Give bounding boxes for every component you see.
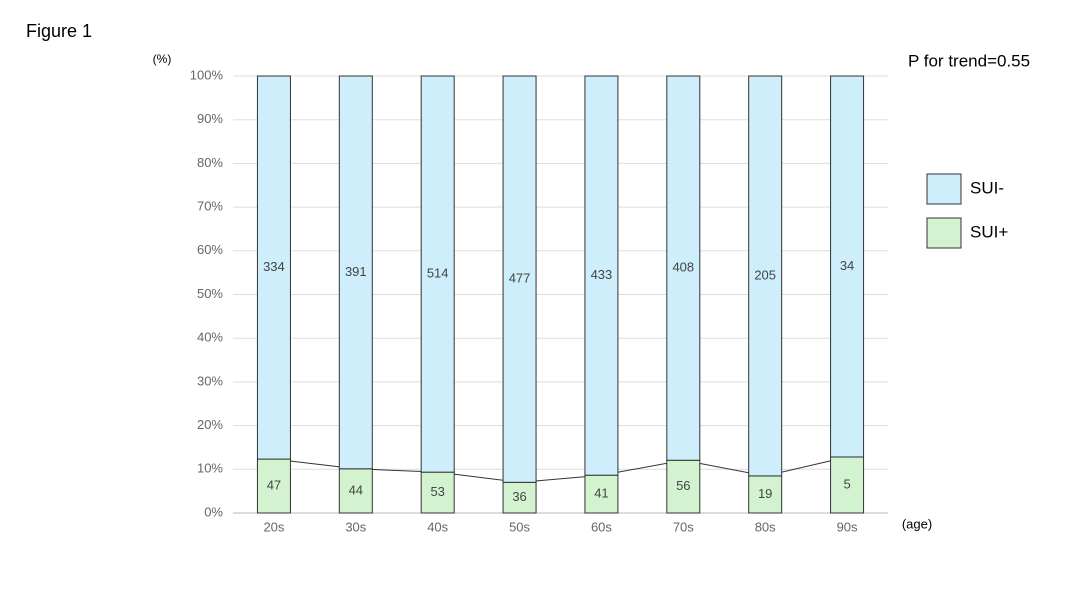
x-tick-label: 90s [837, 519, 858, 534]
data-label: 47 [267, 477, 281, 492]
data-label: 5 [843, 476, 850, 491]
figure-label: Figure 1 [26, 21, 92, 41]
data-label: 34 [840, 258, 854, 273]
x-tick-label: 40s [427, 519, 448, 534]
legend-label: SUI- [970, 178, 1004, 197]
bar-segment [256, 458, 291, 514]
x-tick-label: 50s [509, 519, 530, 534]
data-label: 44 [349, 482, 363, 497]
y-tick-label: 80% [197, 155, 223, 170]
x-tick-label: 30s [345, 519, 366, 534]
data-label: 36 [512, 489, 526, 504]
bar-segment [502, 75, 537, 483]
data-label: 477 [509, 271, 531, 286]
bar-segment [748, 475, 783, 514]
y-tick-label: 40% [197, 330, 223, 345]
x-axis-label: (age) [902, 516, 932, 531]
data-label: 41 [594, 486, 608, 501]
bar-segment [502, 481, 537, 514]
x-tick-label: 60s [591, 519, 612, 534]
data-label: 205 [754, 267, 776, 282]
legend-label: SUI+ [970, 222, 1008, 241]
bar-segment [338, 75, 373, 470]
y-tick-label: 30% [197, 373, 223, 388]
bar-segment [830, 456, 865, 514]
x-tick-label: 70s [673, 519, 694, 534]
bar-segment [748, 75, 783, 477]
x-tick-label: 80s [755, 519, 776, 534]
data-label: 53 [430, 484, 444, 499]
data-label: 408 [672, 260, 694, 275]
data-label: 514 [427, 266, 449, 281]
bar-segment [666, 459, 701, 514]
x-tick-label: 20s [263, 519, 284, 534]
legend-swatch [926, 173, 962, 205]
bar-segment [256, 75, 291, 460]
y-tick-label: 20% [197, 417, 223, 432]
bar-segment [584, 75, 619, 476]
y-tick-label: 0% [204, 504, 223, 519]
y-tick-label: 90% [197, 111, 223, 126]
y-tick-label: 10% [197, 461, 223, 476]
y-tick-label: 50% [197, 286, 223, 301]
y-tick-label: 100% [190, 67, 224, 82]
y-axis-label: (%) [153, 52, 172, 66]
bar-segment [420, 75, 455, 473]
bar-segment [666, 75, 701, 461]
annotation: P for trend=0.55 [908, 51, 1030, 70]
y-tick-label: 60% [197, 242, 223, 257]
bar-segment [420, 471, 455, 514]
y-tick-label: 70% [197, 199, 223, 214]
data-label: 19 [758, 486, 772, 501]
data-label: 391 [345, 264, 367, 279]
data-label: 334 [263, 259, 285, 274]
data-label: 433 [591, 267, 613, 282]
data-label: 56 [676, 478, 690, 493]
legend-swatch [926, 217, 962, 249]
bar-segment [830, 75, 865, 458]
